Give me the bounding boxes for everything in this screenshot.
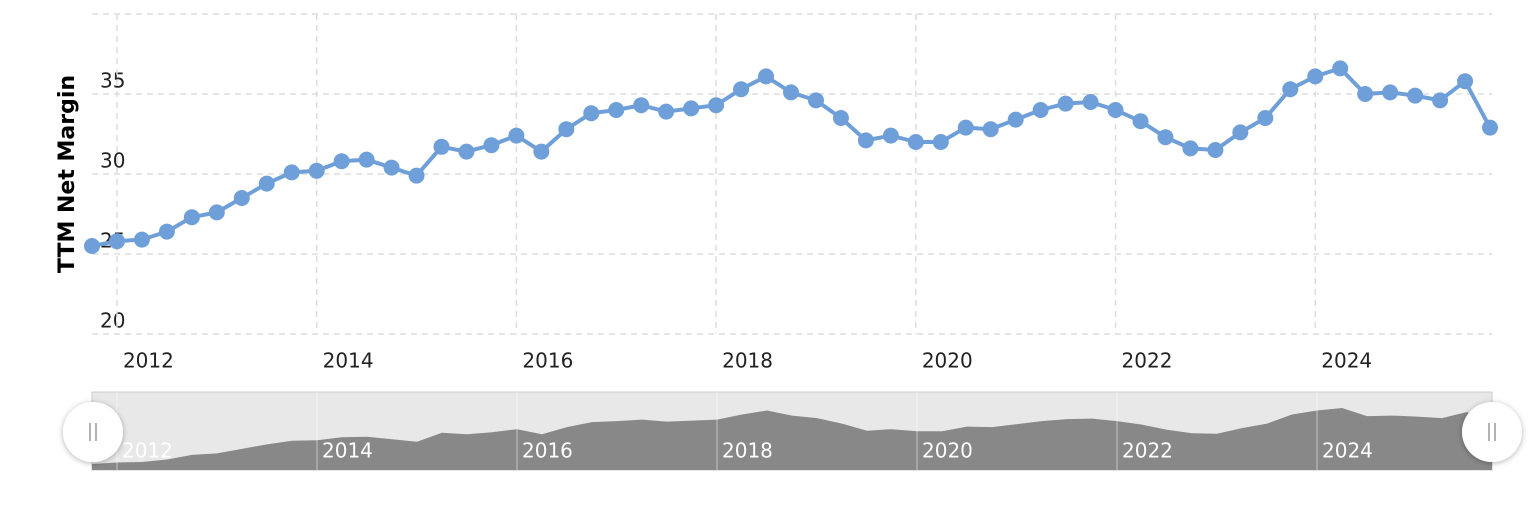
data-point [84, 238, 100, 254]
data-point [358, 151, 375, 168]
data-point [683, 100, 700, 117]
data-point [1107, 102, 1124, 118]
data-point [408, 167, 425, 184]
handle-circle [1462, 402, 1522, 462]
data-point [957, 119, 974, 136]
y-tick-label: 30 [100, 149, 125, 173]
data-point [258, 175, 275, 192]
data-point [1332, 60, 1349, 77]
navigator-area [92, 408, 1492, 470]
data-point [508, 127, 525, 144]
x-tick-label: 2016 [522, 349, 573, 373]
data-point [708, 97, 725, 114]
data-point [1257, 110, 1274, 126]
data-point [533, 143, 550, 160]
data-point [608, 102, 625, 118]
data-point [583, 105, 600, 122]
navigator-handle[interactable] [1462, 402, 1522, 462]
data-point [982, 121, 999, 138]
data-point [1282, 81, 1299, 98]
y-tick-label: 35 [100, 69, 125, 93]
data-point [783, 84, 799, 101]
navigator-label: 2018 [722, 439, 773, 463]
data-point [283, 164, 300, 181]
data-point [733, 81, 750, 98]
data-point [433, 138, 450, 155]
data-point [832, 110, 849, 126]
data-point [633, 97, 650, 114]
data-point [1482, 119, 1498, 136]
navigator-label: 2014 [322, 439, 373, 463]
data-point [1032, 102, 1049, 118]
data-point [1007, 111, 1024, 128]
x-tick-label: 2022 [1122, 349, 1173, 373]
data-point [333, 153, 350, 170]
data-point [183, 209, 200, 226]
data-point [758, 68, 775, 85]
x-tick-label: 2012 [123, 349, 174, 373]
navigator-label: 2022 [1122, 439, 1173, 463]
data-point [483, 137, 500, 154]
x-tick-label: 2018 [722, 349, 773, 373]
data-point [807, 92, 824, 109]
data-point [658, 103, 675, 120]
data-point [383, 159, 400, 176]
navigator-label: 2012 [122, 439, 173, 463]
data-point [1357, 86, 1374, 102]
navigator-label: 2016 [522, 439, 573, 463]
data-point [158, 223, 175, 240]
data-point [932, 134, 949, 150]
data-point [558, 121, 575, 138]
navigator-handle[interactable] [63, 402, 123, 462]
data-point [1132, 113, 1149, 130]
y-tick-label: 20 [100, 309, 125, 333]
data-point [1382, 84, 1399, 101]
navigator-label: 2020 [922, 439, 973, 463]
y-axis-title: TTM Net Margin [55, 75, 80, 273]
data-point [458, 143, 475, 160]
data-point [1307, 68, 1324, 85]
data-point [1082, 94, 1099, 110]
data-point [1182, 140, 1199, 157]
x-tick-label: 2020 [922, 349, 973, 373]
x-tick-label: 2014 [323, 349, 374, 373]
data-point [133, 231, 150, 248]
data-point [1207, 142, 1224, 158]
data-point [1432, 92, 1449, 109]
data-point [1057, 95, 1074, 112]
data-point [882, 127, 899, 144]
data-point [208, 204, 225, 221]
data-point [1232, 124, 1249, 141]
data-point [308, 162, 325, 179]
navigator-label: 2024 [1322, 439, 1373, 463]
data-point [1457, 73, 1474, 90]
data-point [1407, 87, 1424, 104]
data-point [108, 233, 125, 250]
handle-circle [63, 402, 123, 462]
data-point [907, 134, 924, 150]
data-point [857, 132, 874, 149]
data-point [233, 190, 250, 206]
x-tick-label: 2024 [1321, 349, 1372, 373]
data-point [1157, 129, 1174, 146]
